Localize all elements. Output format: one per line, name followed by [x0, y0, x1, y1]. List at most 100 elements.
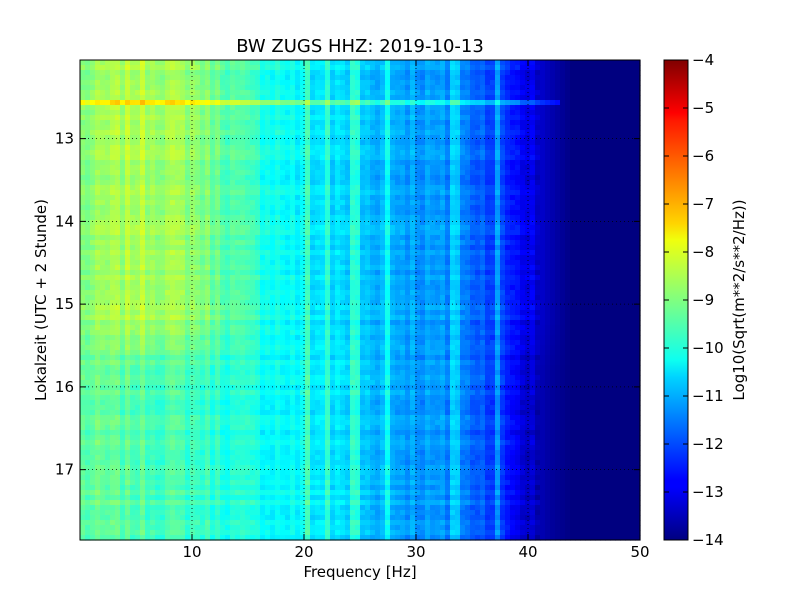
heatmap-cell: [330, 200, 336, 206]
heatmap-cell: [350, 125, 356, 131]
heatmap-cell: [610, 75, 616, 81]
heatmap-cell: [175, 155, 181, 161]
heatmap-cell: [465, 105, 471, 111]
heatmap-cell: [135, 70, 141, 76]
heatmap-cell: [485, 220, 491, 226]
heatmap-cell: [280, 280, 286, 286]
heatmap-cell: [220, 140, 226, 146]
heatmap-cell: [100, 180, 106, 186]
heatmap-cell: [335, 190, 341, 196]
heatmap-cell: [275, 85, 281, 91]
heatmap-cell: [305, 240, 311, 246]
heatmap-cell: [225, 230, 231, 236]
heatmap-cell: [585, 125, 591, 131]
heatmap-cell: [165, 150, 171, 156]
heatmap-cell: [520, 275, 526, 281]
heatmap-cell: [240, 240, 246, 246]
heatmap-cell: [290, 100, 296, 106]
heatmap-cell: [490, 140, 496, 146]
heatmap-cell: [115, 60, 121, 66]
heatmap-cell: [460, 125, 466, 131]
heatmap-cell: [160, 265, 166, 271]
heatmap-cell: [600, 260, 606, 266]
heatmap-cell: [500, 190, 506, 196]
heatmap-cell: [255, 90, 261, 96]
heatmap-cell: [560, 140, 566, 146]
heatmap-cell: [95, 265, 101, 271]
heatmap-cell: [485, 75, 491, 81]
heatmap-cell: [625, 260, 631, 266]
heatmap-cell: [180, 195, 186, 201]
heatmap-cell: [350, 120, 356, 126]
heatmap-cell: [365, 145, 371, 151]
heatmap-cell: [340, 60, 346, 66]
heatmap-cell: [430, 175, 436, 181]
heatmap-cell: [160, 110, 166, 116]
heatmap-cell: [350, 225, 356, 231]
heatmap-cell: [375, 120, 381, 126]
heatmap-cell: [605, 125, 611, 131]
heatmap-cell: [530, 85, 536, 91]
heatmap-cell: [605, 145, 611, 151]
heatmap-cell: [355, 80, 361, 86]
heatmap-cell: [625, 185, 631, 191]
heatmap-cell: [145, 135, 151, 141]
heatmap-cell: [630, 110, 636, 116]
heatmap-cell: [235, 265, 241, 271]
heatmap-cell: [555, 65, 561, 71]
heatmap-cell: [290, 140, 296, 146]
heatmap-cell: [360, 220, 366, 226]
heatmap-cell: [540, 225, 546, 231]
heatmap-cell: [205, 245, 211, 251]
heatmap-cell: [445, 265, 451, 271]
heatmap-cell: [575, 190, 581, 196]
heatmap-cell: [115, 245, 121, 251]
heatmap-cell: [255, 185, 261, 191]
heatmap-cell: [185, 260, 191, 266]
heatmap-cell: [590, 90, 596, 96]
heatmap-cell: [620, 125, 626, 131]
heatmap-cell: [210, 220, 216, 226]
heatmap-cell: [290, 280, 296, 286]
heatmap-cell: [180, 125, 186, 131]
heatmap-cell: [555, 200, 561, 206]
heatmap-cell: [125, 105, 131, 111]
heatmap-cell: [505, 130, 511, 136]
heatmap-cell: [530, 70, 536, 76]
heatmap-cell: [560, 270, 566, 276]
heatmap-cell: [460, 80, 466, 86]
heatmap-cell: [180, 65, 186, 71]
heatmap-cell: [120, 190, 126, 196]
heatmap-cell: [535, 115, 541, 121]
heatmap-cell: [445, 220, 451, 226]
heatmap-cell: [325, 165, 331, 171]
heatmap-cell: [570, 260, 576, 266]
heatmap-cell: [395, 245, 401, 251]
heatmap-cell: [220, 135, 226, 141]
heatmap-cell: [220, 220, 226, 226]
heatmap-cell: [575, 175, 581, 181]
heatmap-cell: [440, 190, 446, 196]
heatmap-cell: [245, 240, 251, 246]
heatmap-cell: [170, 155, 176, 161]
heatmap-cell: [450, 250, 456, 256]
heatmap-cell: [535, 150, 541, 156]
heatmap-cell: [515, 145, 521, 151]
heatmap-cell: [475, 130, 481, 136]
heatmap-cell: [455, 270, 461, 276]
heatmap-cell: [525, 205, 531, 211]
heatmap-cell: [465, 110, 471, 116]
heatmap-cell: [255, 265, 261, 271]
heatmap-cell: [340, 65, 346, 71]
heatmap-cell: [440, 120, 446, 126]
heatmap-cell: [450, 75, 456, 81]
heatmap-cell: [85, 100, 91, 106]
heatmap-cell: [235, 200, 241, 206]
heatmap-cell: [395, 95, 401, 101]
heatmap-cell: [325, 190, 331, 196]
heatmap-cell: [190, 250, 196, 256]
heatmap-cell: [485, 190, 491, 196]
heatmap-cell: [305, 205, 311, 211]
heatmap-cell: [210, 60, 216, 66]
heatmap-cell: [400, 140, 406, 146]
